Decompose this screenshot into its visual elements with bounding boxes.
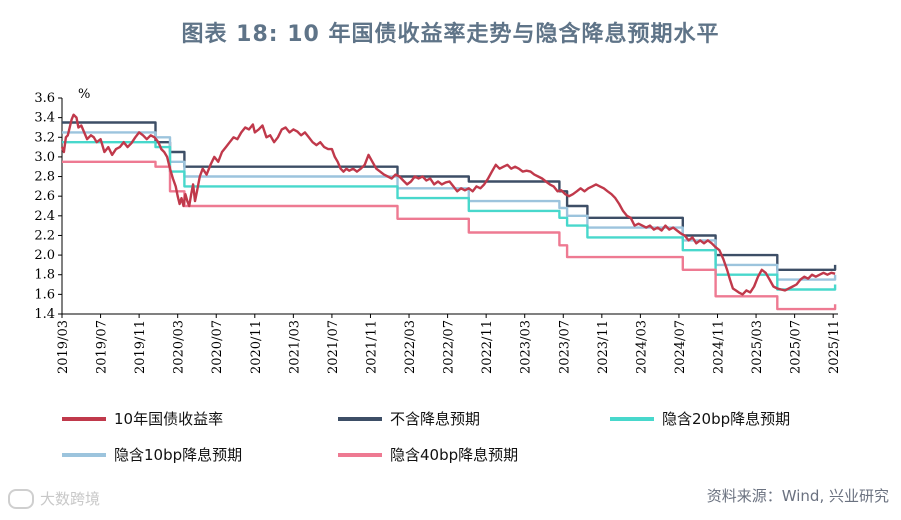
legend-label: 10年国债收益率	[114, 410, 224, 428]
y-tick-label: 2.4	[34, 209, 55, 224]
watermark: 大数跨境	[8, 488, 100, 509]
legend-item-no-cut: 不含降息预期	[338, 408, 480, 429]
legend-label: 不含降息预期	[390, 410, 481, 428]
series-line-0	[60, 113, 836, 296]
x-tick-label: 2022/11	[480, 320, 495, 374]
x-tick-label: 2023/11	[596, 320, 611, 374]
x-tick-label: 2021/11	[364, 320, 379, 374]
x-tick-label: 2022/03	[403, 320, 418, 374]
series-line-2	[62, 141, 837, 291]
y-tick-label: 2.2	[34, 228, 55, 243]
y-tick-label: 2.0	[34, 248, 55, 263]
x-tick-label: 2020/07	[210, 320, 225, 374]
x-tick-label: 2020/03	[172, 320, 187, 374]
watermark-text: 大数跨境	[40, 490, 101, 508]
y-axis-unit: %	[78, 87, 90, 102]
x-tick-label: 2024/07	[673, 320, 688, 374]
legend-item-10y-yield: 10年国债收益率	[62, 408, 223, 429]
y-axis: 3.6 3.4 3.2 3.0 2.8 2.6 2.4 2.2 2.0 1.8 1.6 1.4	[34, 91, 63, 322]
legend-item-20bp-cut: 隐含20bp降息预期	[610, 408, 790, 429]
series-lines	[60, 113, 837, 311]
line-chart: 3.6 3.4 3.2 3.0 2.8 2.6 2.4 2.2 2.0 1.8 1.6 1.4 201…	[34, 87, 842, 374]
y-tick-label: 1.8	[34, 268, 55, 283]
y-tick-label: 3.4	[34, 111, 55, 126]
x-axis: 2019/03 2019/07 2019/11 2020/03 2020/07 2020/…	[56, 313, 842, 374]
legend-swatch	[62, 416, 106, 421]
y-tick-label: 2.6	[34, 189, 55, 204]
y-tick-label: 3.2	[34, 130, 55, 145]
legend-item-10bp-cut: 隐含10bp降息预期	[62, 444, 242, 465]
watermark-logo-icon	[8, 488, 34, 509]
x-tick-label: 2024/11	[712, 320, 727, 374]
y-tick-label: 1.4	[34, 307, 55, 322]
series-line-3	[62, 131, 837, 281]
x-tick-label: 2021/03	[287, 320, 302, 374]
legend-swatch	[610, 416, 654, 421]
legend-label: 隐含20bp降息预期	[662, 410, 791, 428]
legend: 10年国债收益率 不含降息预期 隐含20bp降息预期 隐含10bp降息预期 隐含…	[62, 408, 872, 468]
chart-title: 图表 18: 10 年国债收益率走势与隐含降息预期水平	[181, 22, 720, 47]
x-tick-label: 2019/07	[95, 320, 110, 374]
source-note: 资料来源：Wind, 兴业研究	[706, 487, 889, 505]
y-tick-label: 1.6	[34, 287, 55, 302]
legend-label: 隐含10bp降息预期	[114, 446, 243, 464]
x-tick-label: 2024/03	[634, 320, 649, 374]
y-tick-label: 3.6	[34, 91, 55, 106]
x-tick-label: 2020/11	[249, 320, 264, 374]
legend-swatch	[338, 452, 382, 457]
x-tick-label: 2025/07	[789, 320, 804, 374]
x-tick-label: 2023/03	[519, 320, 534, 374]
y-tick-label: 3.0	[34, 150, 55, 165]
legend-swatch	[338, 416, 382, 421]
series-line-4	[62, 160, 837, 311]
legend-item-40bp-cut: 隐含40bp降息预期	[338, 444, 518, 465]
x-tick-label: 2025/03	[750, 320, 765, 374]
x-tick-label: 2019/03	[56, 320, 71, 374]
y-tick-label: 2.8	[34, 170, 55, 185]
x-tick-label: 2021/07	[326, 320, 341, 374]
x-tick-label: 2025/11	[827, 320, 842, 374]
legend-label: 隐含40bp降息预期	[390, 446, 519, 464]
legend-swatch	[62, 452, 106, 457]
x-tick-label: 2022/07	[442, 320, 457, 374]
x-tick-label: 2019/11	[133, 320, 148, 374]
x-tick-label: 2023/07	[557, 320, 572, 374]
